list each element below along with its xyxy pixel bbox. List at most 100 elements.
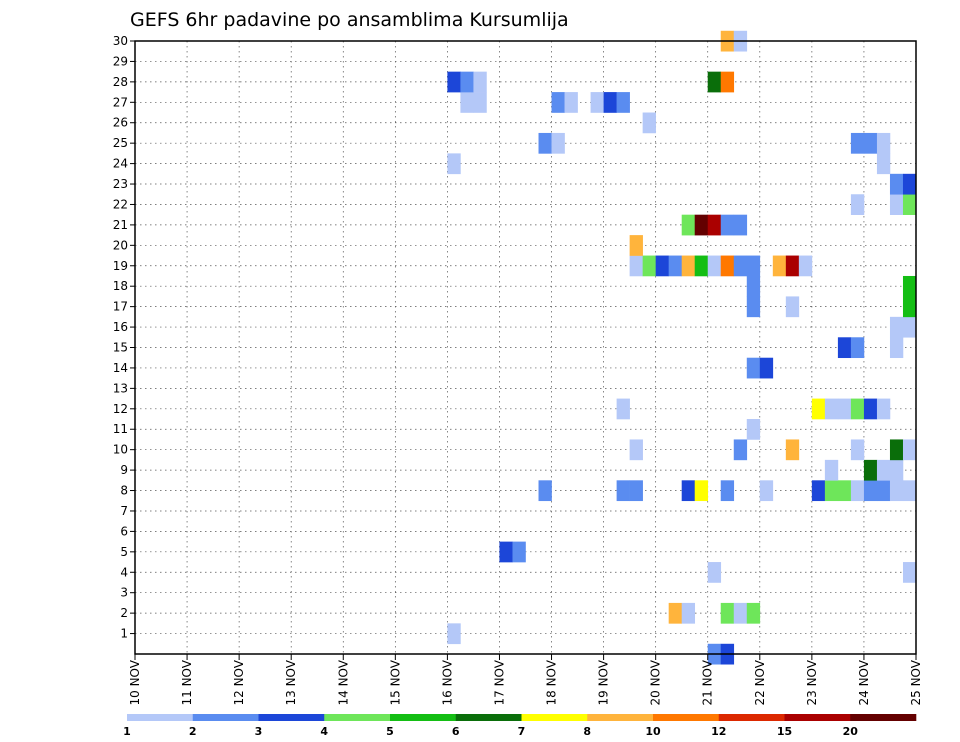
colorbar-label: 5 bbox=[386, 725, 394, 738]
precip-cell bbox=[460, 92, 474, 113]
x-tick-label: 13 NOV bbox=[284, 659, 298, 705]
precip-cell bbox=[798, 255, 813, 277]
precip-cell bbox=[889, 316, 904, 338]
precip-cell bbox=[746, 296, 761, 318]
precip-cell bbox=[512, 541, 526, 563]
y-tick-label: 30 bbox=[113, 34, 128, 48]
precip-cell bbox=[746, 357, 761, 379]
precip-cell bbox=[720, 602, 735, 624]
precip-cell bbox=[668, 255, 682, 277]
colorbar-swatch bbox=[718, 714, 785, 721]
precip-cell bbox=[759, 480, 774, 502]
heatmap-cells bbox=[447, 30, 917, 665]
y-axis-ticks: 1234567891011121314151617181920212223242… bbox=[113, 34, 135, 641]
colorbar-swatch bbox=[192, 714, 259, 721]
precip-cell bbox=[863, 398, 878, 420]
precip-cell bbox=[876, 459, 891, 481]
precip-cell bbox=[785, 255, 800, 277]
precip-cell bbox=[876, 398, 891, 420]
y-tick-label: 8 bbox=[120, 484, 128, 498]
y-tick-label: 19 bbox=[113, 259, 128, 273]
precip-cell bbox=[837, 480, 852, 502]
precip-cell bbox=[642, 112, 656, 134]
precip-cell bbox=[629, 255, 643, 277]
precip-cell bbox=[889, 173, 904, 195]
precip-cell bbox=[707, 214, 722, 236]
precip-cell bbox=[902, 439, 917, 461]
y-tick-label: 20 bbox=[113, 238, 128, 252]
y-tick-label: 17 bbox=[113, 300, 128, 314]
precip-cell bbox=[733, 439, 748, 461]
precip-cell bbox=[902, 316, 917, 338]
y-tick-label: 23 bbox=[113, 177, 128, 191]
precip-cell bbox=[824, 398, 839, 420]
precip-cell bbox=[473, 92, 487, 113]
precip-cell bbox=[837, 337, 852, 359]
precip-cell bbox=[902, 173, 917, 195]
colorbar-label: 1 bbox=[123, 725, 131, 738]
precip-cell bbox=[746, 602, 761, 624]
precip-cell bbox=[889, 459, 904, 481]
precip-cell bbox=[746, 255, 761, 277]
x-tick-label: 11 NOV bbox=[180, 659, 194, 705]
precip-cell bbox=[681, 255, 696, 277]
y-tick-label: 21 bbox=[113, 218, 128, 232]
y-tick-label: 3 bbox=[120, 586, 128, 600]
precip-cell bbox=[733, 602, 748, 624]
y-tick-label: 14 bbox=[113, 361, 128, 375]
y-tick-label: 15 bbox=[113, 341, 128, 355]
y-tick-label: 7 bbox=[120, 504, 128, 518]
precip-cell bbox=[746, 419, 761, 440]
x-tick-label: 14 NOV bbox=[336, 659, 350, 705]
colorbar-swatch bbox=[784, 714, 851, 721]
precip-cell bbox=[876, 153, 891, 175]
precip-cell bbox=[694, 255, 709, 277]
x-axis-ticks: 10 NOV 11 NOV 12 NOV 13 NOV 14 NOV 15 NOV 16 N… bbox=[128, 654, 923, 706]
precip-cell bbox=[707, 562, 722, 583]
y-tick-label: 18 bbox=[113, 279, 128, 293]
precip-cell bbox=[850, 194, 865, 215]
precip-cell bbox=[720, 480, 735, 502]
precip-cell bbox=[590, 92, 604, 113]
precip-cell bbox=[460, 71, 474, 93]
precip-cell bbox=[863, 459, 878, 481]
precip-cell bbox=[889, 480, 904, 502]
precip-cell bbox=[824, 480, 839, 502]
x-tick-label: 22 NOV bbox=[753, 659, 767, 705]
x-tick-label: 19 NOV bbox=[597, 659, 611, 705]
precip-cell bbox=[876, 132, 891, 154]
x-tick-label: 12 NOV bbox=[232, 659, 246, 705]
precip-cell bbox=[785, 296, 800, 318]
precip-cell bbox=[538, 480, 552, 502]
precip-cell bbox=[681, 602, 696, 624]
precip-cell bbox=[733, 255, 748, 277]
colorbar-swatch bbox=[521, 714, 588, 721]
y-tick-label: 6 bbox=[120, 524, 128, 538]
y-tick-label: 1 bbox=[120, 627, 128, 641]
y-tick-label: 22 bbox=[113, 197, 128, 211]
colorbar-label: 15 bbox=[777, 725, 792, 738]
y-tick-label: 2 bbox=[120, 606, 128, 620]
precip-cell bbox=[850, 132, 865, 154]
precip-cell bbox=[811, 480, 826, 502]
precip-cell bbox=[681, 214, 696, 236]
y-tick-label: 10 bbox=[113, 443, 128, 457]
precip-cell bbox=[902, 480, 917, 502]
precip-cell bbox=[655, 255, 669, 277]
colorbar-label: 4 bbox=[320, 725, 328, 738]
precip-cell bbox=[850, 480, 865, 502]
precip-cell bbox=[759, 357, 774, 379]
precip-cell bbox=[603, 92, 617, 113]
x-tick-label: 18 NOV bbox=[545, 659, 559, 705]
x-tick-label: 15 NOV bbox=[388, 659, 402, 705]
colorbar-label: 2 bbox=[189, 725, 197, 738]
x-tick-label: 10 NOV bbox=[128, 659, 142, 705]
y-tick-label: 9 bbox=[120, 463, 128, 477]
precip-cell bbox=[629, 480, 643, 502]
precip-cell bbox=[629, 439, 643, 461]
precip-cell bbox=[629, 235, 643, 256]
x-tick-label: 23 NOV bbox=[805, 659, 819, 705]
precip-cell bbox=[863, 480, 878, 502]
precip-cell bbox=[668, 602, 682, 624]
x-tick-label: 25 NOV bbox=[909, 659, 923, 705]
